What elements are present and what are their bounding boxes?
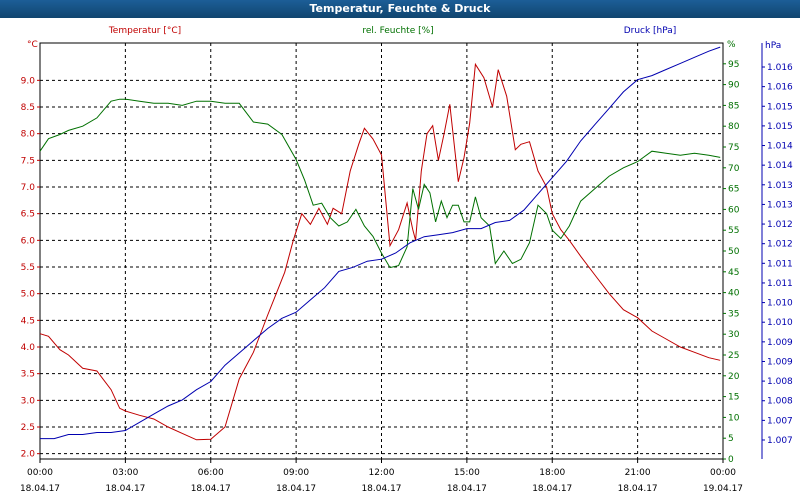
humidity-tick-label: 70 [728, 164, 740, 174]
pressure-tick-label: 1.011 [767, 279, 793, 289]
pressure-tick-label: 1.009 [767, 357, 793, 367]
temperature-tick-label: 8.5 [21, 103, 35, 113]
humidity-tick-label: 40 [728, 289, 740, 299]
pressure-tick-label: 1.011 [767, 259, 793, 269]
x-tick-date: 18.04.17 [20, 484, 60, 494]
temperature-tick-label: 2.0 [21, 450, 36, 460]
pressure-legend: Druck [hPa] [624, 26, 677, 36]
pressure-tick-label: 1.008 [767, 377, 793, 387]
humidity-tick-label: 5 [728, 434, 734, 444]
humidity-tick-label: 90 [728, 81, 740, 91]
series-humidity-line [39, 98, 721, 269]
pressure-tick-label: 1.012 [767, 240, 793, 250]
pressure-tick-label: 1.010 [767, 318, 793, 328]
series-temperature-line [39, 62, 721, 441]
pressure-axis-unit: hPa [765, 41, 781, 51]
pressure-tick-label: 1.007 [767, 416, 793, 426]
x-tick-time: 15:00 [454, 468, 480, 478]
pressure-tick-label: 1.009 [767, 338, 793, 348]
x-tick-date: 18.04.17 [276, 484, 316, 494]
x-tick-time: 06:00 [198, 468, 224, 478]
pressure-tick-label: 1.015 [767, 122, 793, 132]
temperature-tick-label: 6.5 [21, 210, 35, 220]
temperature-tick-label: 4.0 [21, 343, 36, 353]
temperature-tick-label: 5.0 [21, 290, 36, 300]
x-tick-time: 21:00 [625, 468, 651, 478]
x-tick-date: 18.04.17 [447, 484, 487, 494]
temperature-tick-label: 7.5 [21, 156, 35, 166]
pressure-tick-label: 1.012 [767, 220, 793, 230]
x-axis-ticks: 00:00 18.04.17 03:00 18.04.17 06:00 18.04.17 0… [20, 459, 743, 494]
x-tick-date: 18.04.17 [361, 484, 401, 494]
pressure-tick-label: 1.013 [767, 200, 793, 210]
temperature-tick-label: 9.0 [21, 76, 36, 86]
humidity-tick-label: 75 [728, 143, 739, 153]
humidity-tick-label: 45 [728, 268, 739, 278]
x-tick-time: 09:00 [283, 468, 309, 478]
temperature-tick-label: 5.5 [21, 263, 35, 273]
humidity-tick-label: 10 [728, 413, 740, 423]
humidity-tick-label: 15 [728, 393, 739, 403]
plot-area [39, 42, 724, 460]
pressure-tick-label: 1.008 [767, 397, 793, 407]
temperature-tick-label: 6.0 [21, 236, 36, 246]
series-group [39, 46, 721, 441]
pressure-tick-label: 1.014 [767, 161, 793, 171]
x-tick-date: 19.04.17 [703, 484, 743, 494]
temperature-legend: Temperatur [°C] [108, 26, 181, 36]
x-tick-date: 18.04.17 [105, 484, 145, 494]
x-tick-date: 18.04.17 [618, 484, 658, 494]
humidity-tick-label: 55 [728, 226, 739, 236]
pressure-tick-label: 1.010 [767, 299, 793, 309]
x-tick-time: 03:00 [112, 468, 138, 478]
pressure-tick-label: 1.016 [767, 63, 793, 73]
humidity-tick-label: 60 [728, 205, 740, 215]
pressure-tick-label: 1.014 [767, 142, 793, 152]
humidity-tick-label: 25 [728, 351, 739, 361]
pressure-tick-label: 1.007 [767, 436, 793, 446]
pressure-axis-ticks: 1.007 1.007 1.008 1.008 1.009 1.009 1.010 1.010… [762, 63, 793, 446]
x-tick-date: 18.04.17 [191, 484, 231, 494]
humidity-tick-label: 0 [728, 455, 734, 465]
x-tick-time: 12:00 [369, 468, 395, 478]
humidity-tick-label: 80 [728, 122, 740, 132]
humidity-tick-label: 30 [728, 330, 740, 340]
humidity-axis-unit: % [727, 40, 736, 50]
pressure-tick-label: 1.015 [767, 102, 793, 112]
humidity-tick-label: 35 [728, 309, 739, 319]
x-tick-date: 18.04.17 [532, 484, 572, 494]
humidity-tick-label: 20 [728, 372, 740, 382]
temperature-axis-unit: °C [27, 40, 38, 50]
temperature-tick-label: 7.0 [21, 183, 36, 193]
chart-title: Temperatur, Feuchte & Druck [0, 0, 800, 18]
temperature-axis-ticks: 2.0 2.5 3.0 3.5 4.0 4.5 5.0 5.5 6.0 6.5 7.0 7.5 8.0 8… [21, 76, 40, 460]
x-tick-time: 18:00 [539, 468, 565, 478]
humidity-tick-label: 85 [728, 101, 739, 111]
temperature-tick-label: 3.0 [21, 396, 36, 406]
humidity-axis-ticks: 0 5 10 15 20 25 30 35 40 45 50 55 60 65 70 75 80 85 90 95 [723, 60, 740, 465]
humidity-legend: rel. Feuchte [%] [362, 26, 433, 36]
x-tick-time: 00:00 [710, 468, 736, 478]
temperature-tick-label: 2.5 [21, 423, 35, 433]
pressure-tick-label: 1.016 [767, 83, 793, 93]
temperature-tick-label: 3.5 [21, 370, 35, 380]
humidity-tick-label: 95 [728, 60, 739, 70]
humidity-tick-label: 50 [728, 247, 740, 257]
humidity-tick-label: 65 [728, 185, 739, 195]
series-pressure-line [40, 46, 721, 440]
temperature-tick-label: 8.0 [21, 130, 36, 140]
x-tick-time: 00:00 [27, 468, 53, 478]
temperature-tick-label: 4.5 [21, 316, 35, 326]
pressure-tick-label: 1.013 [767, 181, 793, 191]
